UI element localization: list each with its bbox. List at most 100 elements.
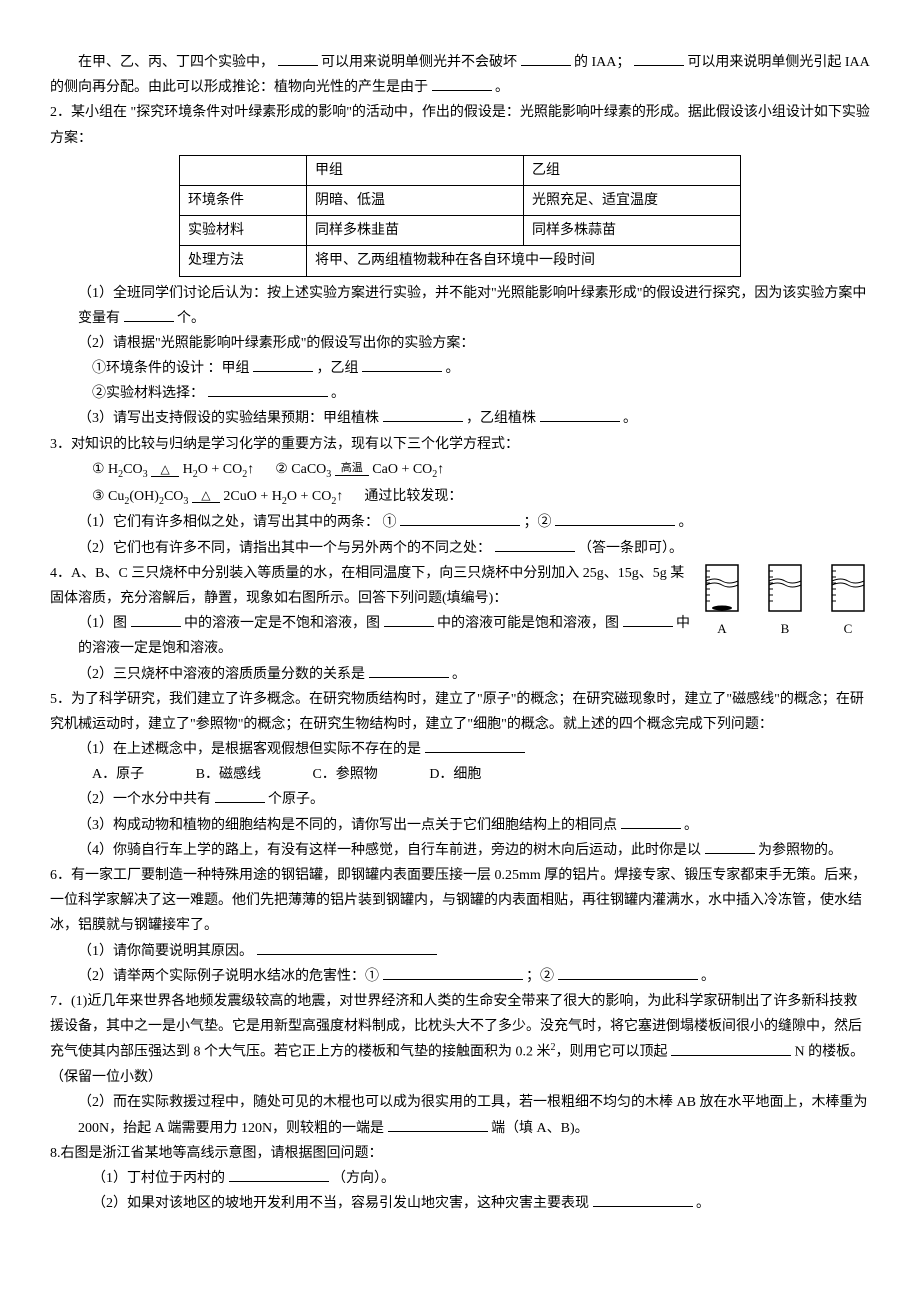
text: 。 <box>684 818 698 833</box>
text: 在甲、乙、丙、丁四个实验中， <box>78 55 274 70</box>
q7-lead: 7．(1)近几年来世界各地频发震级较高的地震，对世界经济和人类的生命安全带来了很… <box>50 989 870 1090</box>
text: 。 <box>696 1196 710 1211</box>
q5-lead: 5．为了科学研究，我们建立了许多概念。在研究物质结构时，建立了"原子"的概念；在… <box>50 687 870 737</box>
blank <box>131 612 181 627</box>
text: 。 <box>446 361 460 376</box>
heat-arrow-icon: 高温 <box>335 463 369 476</box>
blank <box>621 814 681 829</box>
blank <box>124 307 174 322</box>
beaker-b-icon <box>763 561 807 615</box>
q2-lead: 2．某小组在 "探究环境条件对叶绿素形成的影响"的活动中，作出的假设是：光照能影… <box>50 100 870 150</box>
q2-s2: （2）请根据"光照能影响叶绿素形成"的假设写出你的实验方案： <box>50 331 870 356</box>
choice-c: C．参照物 <box>312 762 377 787</box>
blank <box>383 407 463 422</box>
heat-arrow-icon <box>192 489 220 503</box>
blank <box>671 1041 791 1056</box>
blank <box>383 965 523 980</box>
text: O + CO <box>198 462 242 477</box>
cell: 光照充足、适宜温度 <box>524 185 741 215</box>
blank <box>388 1117 488 1132</box>
q5-s4: （4）你骑自行车上学的路上，有没有这样一种感觉，自行车前进，旁边的树木向后运动，… <box>50 838 870 863</box>
text: ②实验材料选择： <box>92 386 204 401</box>
blank <box>521 51 571 66</box>
text: CaO + CO <box>372 462 432 477</box>
heat-arrow-icon <box>151 463 179 477</box>
text: ，乙组 <box>317 361 359 376</box>
text: （3）请写出支持假设的实验结果预期：甲组植株 <box>78 411 379 426</box>
text: ↑ <box>437 462 444 477</box>
text: ↑ <box>247 462 254 477</box>
text: （1）图 <box>78 616 127 631</box>
text: 为参照物的。 <box>758 843 842 858</box>
cell: 同样多株韭苗 <box>307 216 524 246</box>
blank <box>278 51 318 66</box>
q3-lead: 3．对知识的比较与归纳是学习化学的重要方法，现有以下三个化学方程式： <box>50 432 870 457</box>
q8-s1: （1）丁村位于丙村的 （方向）。 <box>50 1166 870 1191</box>
text: （1）请你简要说明其原因。 <box>78 944 253 959</box>
text: ② CaCO <box>275 462 326 477</box>
beaker-c-icon <box>826 561 870 615</box>
blank <box>558 965 698 980</box>
q2-s3: （3）请写出支持假设的实验结果预期：甲组植株 ，乙组植株 。 <box>50 406 870 431</box>
q3-s2: （2）它们也有许多不同，请指出其中一个与另外两个的不同之处： （答一条即可）。 <box>50 536 870 561</box>
q6-s2: （2）请举两个实际例子说明水结冰的危害性：① ；② 。 <box>50 964 870 989</box>
q5-s1: （1）在上述概念中，是根据客观假想但实际不存在的是 <box>50 737 870 762</box>
text: （1）丁村位于丙村的 <box>92 1171 225 1186</box>
q6-lead: 6．有一家工厂要制造一种特殊用途的钢铝罐，即钢罐内表面要压接一层 0.25mm … <box>50 863 870 939</box>
blank <box>253 357 313 372</box>
text: 中的溶液一定是不饱和溶液，图 <box>184 616 380 631</box>
cell: 环境条件 <box>180 185 307 215</box>
blank <box>229 1167 329 1182</box>
text: 。 <box>679 515 693 530</box>
q3-eq12: ① H2CO3 H2O + CO2↑ ② CaCO3 高温 CaO + CO2↑ <box>50 457 870 484</box>
cell: 乙组 <box>524 155 741 185</box>
text: 中的溶液可能是饱和溶液，图 <box>437 616 619 631</box>
choice-a: A．原子 <box>92 762 144 787</box>
q6-s1: （1）请你简要说明其原因。 <box>50 939 870 964</box>
cell: 同样多株蒜苗 <box>524 216 741 246</box>
blank <box>705 839 755 854</box>
text: （2）三只烧杯中溶液的溶质质量分数的关系是 <box>78 667 365 682</box>
q2-s2-env: ①环境条件的设计 ：甲组 ，乙组 。 <box>50 356 870 381</box>
text: 端（填 A、B)。 <box>491 1121 589 1136</box>
text: 。 <box>452 667 466 682</box>
cell: 实验材料 <box>180 216 307 246</box>
text: 可以用来说明单侧光并不会破坏 <box>321 55 517 70</box>
blank <box>369 663 449 678</box>
choice-b: B．磁感线 <box>196 762 261 787</box>
text: (OH) <box>129 489 159 504</box>
blank <box>362 357 442 372</box>
blank <box>634 51 684 66</box>
text: 的 IAA； <box>574 55 630 70</box>
text: ③ Cu <box>92 489 124 504</box>
beaker-label-a: A <box>700 617 744 640</box>
q8-lead: 8.右图是浙江省某地等高线示意图，请根据图回问题： <box>50 1141 870 1166</box>
blank <box>540 407 620 422</box>
text: （2）请举两个实际例子说明水结冰的危害性：① <box>78 969 379 984</box>
blank <box>208 382 328 397</box>
blank <box>623 612 673 627</box>
blank <box>215 788 265 803</box>
text: 。 <box>701 969 715 984</box>
text: （2）一个水分中共有 <box>78 792 211 807</box>
text: ，则用它可以顶起 <box>556 1045 668 1060</box>
text: 。 <box>495 80 509 95</box>
cell: 阴暗、低温 <box>307 185 524 215</box>
blank <box>384 612 434 627</box>
text: CO <box>164 489 183 504</box>
cell: 将甲、乙两组植物栽种在各自环境中一段时间 <box>307 246 741 276</box>
blank <box>257 940 437 955</box>
beaker-label-c: C <box>826 617 870 640</box>
beaker-a-icon <box>700 561 744 615</box>
q2-table: 甲组 乙组 环境条件 阴暗、低温 光照充足、适宜温度 实验材料 同样多株韭苗 同… <box>179 155 741 277</box>
text: 。 <box>623 411 637 426</box>
text: （2）它们也有许多不同，请指出其中一个与另外两个的不同之处： <box>78 541 491 556</box>
blank <box>400 511 520 526</box>
text: ↑ <box>336 489 343 504</box>
text: ；② <box>526 969 554 984</box>
q5-s3: （3）构成动物和植物的细胞结构是不同的，请你写出一点关于它们细胞结构上的相同点 … <box>50 813 870 838</box>
blank <box>593 1192 693 1207</box>
beaker-label-b: B <box>763 617 807 640</box>
blank <box>432 76 492 91</box>
text: CO <box>123 462 142 477</box>
